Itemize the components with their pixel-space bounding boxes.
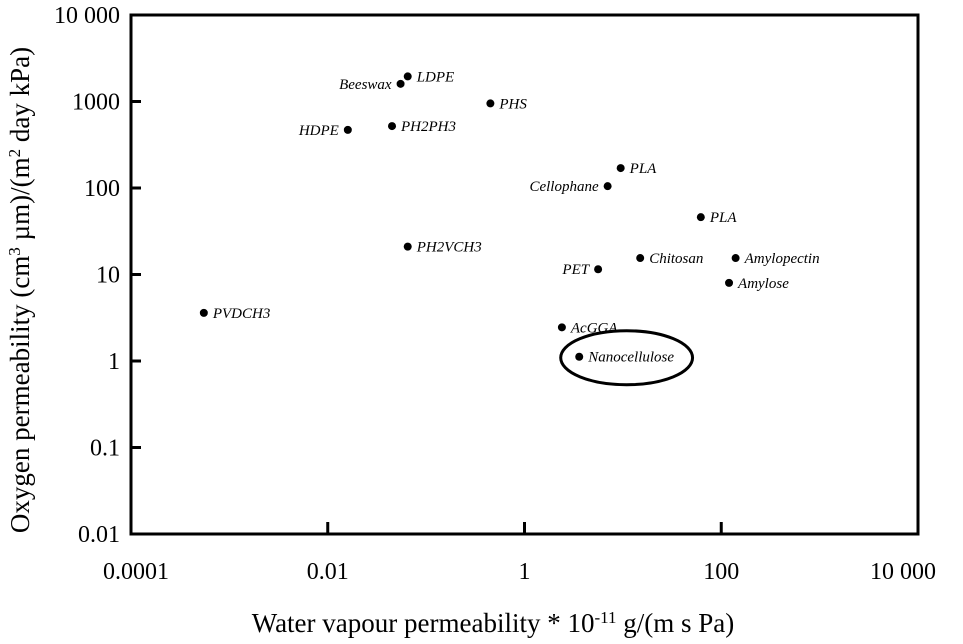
highlight-ellipse — [559, 329, 695, 387]
y-tick-label: 1000 — [72, 90, 120, 116]
point-label: HDPE — [298, 123, 339, 139]
x-tick-label: 0.01 — [307, 559, 349, 585]
y-tick-label: 1 — [108, 349, 120, 375]
data-point — [403, 242, 412, 251]
data-point — [725, 278, 734, 287]
data-point — [396, 79, 405, 88]
axis-ticks: 0.0001 0.01 1 100 10 000 0.01 0.1 1 10 100 1000 10 … — [54, 3, 936, 585]
data-point — [343, 125, 352, 134]
y-tick-label: 0.1 — [90, 436, 120, 462]
data-point — [557, 323, 566, 332]
data-point — [594, 265, 603, 274]
x-tick-label: 10 000 — [870, 559, 936, 585]
point-label: Nanocellulose — [587, 350, 674, 366]
y-axis-title: Oxygen permeability (cm3 µm)/(m2 day kPa… — [5, 47, 36, 533]
point-label: LDPE — [416, 69, 455, 85]
data-point — [636, 254, 645, 263]
point-label: Cellophane — [529, 179, 598, 195]
data-point — [696, 213, 705, 222]
point-label: PLA — [709, 210, 738, 226]
point-label: PLA — [629, 161, 658, 177]
point-label: PH2PH3 — [400, 119, 456, 135]
y-tick-label: 100 — [84, 176, 120, 202]
data-point — [486, 99, 495, 108]
data-point — [731, 254, 740, 263]
point-label: Amylose — [737, 276, 789, 292]
data-point — [575, 352, 584, 361]
point-label: Chitosan — [649, 251, 703, 267]
x-tick-label: 0.0001 — [103, 559, 169, 585]
data-point — [199, 308, 208, 317]
x-tick-label: 1 — [519, 559, 531, 585]
x-tick-label: 100 — [703, 559, 739, 585]
data-point — [603, 182, 612, 191]
y-tick-label: 10 000 — [54, 3, 120, 29]
point-label: PET — [561, 262, 590, 278]
y-tick-label: 10 — [96, 263, 120, 289]
point-label: Amylopectin — [744, 251, 820, 267]
point-label: PVDCH3 — [212, 306, 271, 322]
plot-frame — [129, 13, 920, 536]
data-points: Beeswax LDPE PHS HDPE PH2PH3 PLA Cellophane PLA… — [199, 69, 820, 387]
x-axis-title: Water vapour permeability * 10-11 g/(m s… — [252, 608, 735, 639]
point-label: PH2VCH3 — [416, 240, 482, 256]
point-label: PHS — [498, 96, 527, 112]
data-point — [616, 164, 625, 173]
data-point — [388, 122, 397, 131]
y-tick-label: 0.01 — [78, 522, 120, 548]
point-label: Beeswax — [339, 77, 392, 93]
data-point — [403, 72, 412, 81]
